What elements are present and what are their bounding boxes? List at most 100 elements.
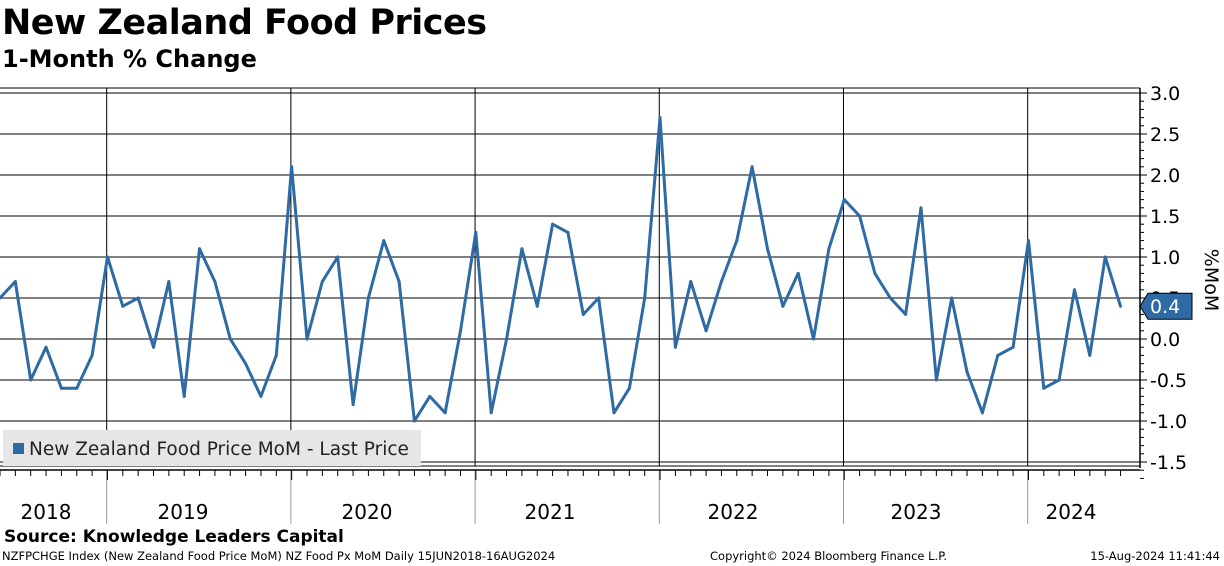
ticker-info: NZFPCHGE Index (New Zealand Food Price M… <box>2 549 556 563</box>
data-point <box>919 206 923 210</box>
data-point <box>13 280 17 284</box>
data-point <box>90 353 94 357</box>
data-point <box>934 378 938 382</box>
data-point <box>44 345 48 349</box>
data-point <box>305 337 309 341</box>
data-point <box>827 247 831 251</box>
data-point <box>766 247 769 251</box>
data-point <box>459 329 462 333</box>
x-year-label: 2019 <box>158 500 209 524</box>
y-tick-label: 1.0 <box>1150 247 1180 269</box>
data-point <box>750 165 754 169</box>
data-point <box>443 411 447 415</box>
data-point <box>904 312 908 316</box>
data-point <box>167 280 171 284</box>
data-point <box>489 411 493 415</box>
data-point <box>781 304 785 308</box>
data-point <box>980 411 984 415</box>
data-point <box>796 271 800 275</box>
data-point <box>412 419 416 423</box>
y-tick-label: 0.0 <box>1150 329 1180 351</box>
page-title: New Zealand Food Prices <box>2 3 487 43</box>
data-point <box>551 222 555 226</box>
data-point <box>505 337 509 341</box>
data-point <box>873 271 877 275</box>
copyright-note: Copyright© 2024 Bloomberg Finance L.P. <box>710 549 947 563</box>
timestamp: 15-Aug-2024 11:41:44 <box>1090 549 1220 563</box>
data-point <box>842 198 846 202</box>
data-point <box>105 255 109 259</box>
data-point <box>198 247 202 251</box>
data-point <box>244 362 248 366</box>
data-point <box>59 386 63 390</box>
x-year-label: 2022 <box>708 500 759 524</box>
data-point <box>397 280 401 284</box>
data-point <box>673 345 677 349</box>
legend-swatch <box>13 443 24 454</box>
data-point <box>1103 255 1107 259</box>
last-value-label: 0.4 <box>1150 296 1180 318</box>
data-point <box>535 304 539 308</box>
data-point <box>182 394 186 398</box>
data-point <box>627 386 631 390</box>
x-year-label: 2023 <box>891 500 942 524</box>
y-tick-label: -1.0 <box>1150 411 1187 433</box>
data-point <box>689 280 693 284</box>
data-point <box>735 239 739 243</box>
data-point <box>1042 386 1046 390</box>
data-point <box>1026 239 1030 243</box>
data-point <box>336 255 340 259</box>
data-point <box>136 296 140 300</box>
last-value-marker <box>1139 292 1193 320</box>
y-tick-label: -1.5 <box>1150 452 1187 474</box>
data-point <box>520 247 524 251</box>
data-point <box>1057 378 1061 382</box>
y-tick-label: -0.5 <box>1150 370 1187 392</box>
y-tick-label: 1.5 <box>1150 206 1180 228</box>
data-point <box>719 280 723 284</box>
data-point <box>382 239 386 243</box>
data-point <box>1073 288 1076 292</box>
x-year-label: 2024 <box>1046 500 1097 524</box>
legend-box <box>3 430 421 466</box>
data-point <box>1119 304 1123 308</box>
data-point <box>581 312 585 316</box>
data-point <box>704 329 708 333</box>
data-point <box>965 370 969 374</box>
x-year-label: 2021 <box>525 500 576 524</box>
data-point <box>259 394 263 398</box>
y-tick-label: 2.5 <box>1150 124 1180 146</box>
page-subtitle: 1-Month % Change <box>2 45 257 73</box>
y-tick-label: 2.0 <box>1150 165 1180 187</box>
data-point <box>152 345 155 349</box>
series-line <box>0 116 1122 423</box>
source-note: Source: Knowledge Leaders Capital <box>4 527 344 547</box>
data-point <box>643 296 647 300</box>
data-point <box>320 280 324 284</box>
data-point <box>75 386 79 390</box>
data-point <box>274 353 278 357</box>
data-point <box>121 304 125 308</box>
data-point <box>566 230 570 234</box>
data-point <box>366 296 370 300</box>
data-point <box>290 165 294 169</box>
x-year-label: 2020 <box>342 500 393 524</box>
data-point <box>1088 353 1092 357</box>
data-point <box>428 394 432 398</box>
data-point <box>213 280 217 284</box>
legend-label: New Zealand Food Price MoM - Last Price <box>29 439 409 460</box>
y-tick-label: 3.0 <box>1150 83 1180 105</box>
data-point <box>812 337 816 341</box>
data-point <box>658 116 662 120</box>
data-point <box>996 353 1000 357</box>
x-year-label: 2018 <box>21 500 72 524</box>
data-point <box>612 411 616 415</box>
data-point <box>1011 345 1015 349</box>
data-point <box>29 378 33 382</box>
data-point <box>950 296 954 300</box>
data-point <box>858 214 862 218</box>
data-point <box>351 403 355 407</box>
data-point <box>597 296 601 300</box>
data-point <box>228 337 232 341</box>
